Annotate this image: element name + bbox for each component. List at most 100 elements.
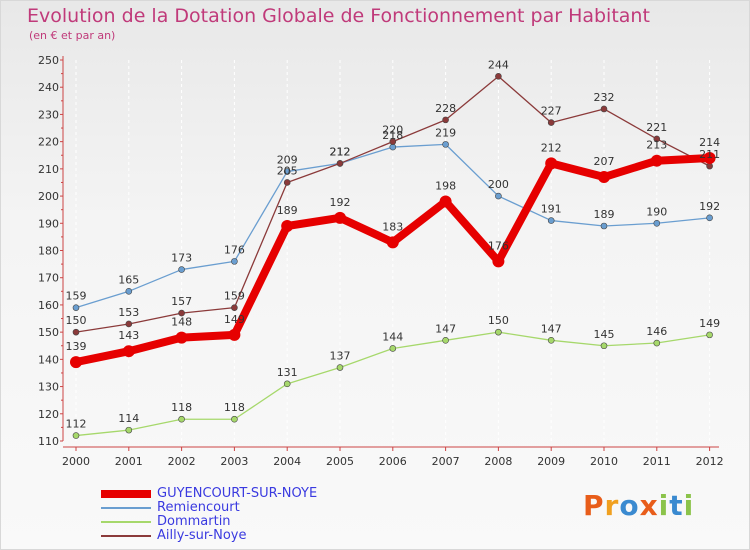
legend-swatch: [101, 535, 151, 537]
data-label: 145: [594, 328, 615, 341]
data-label: 147: [541, 322, 562, 335]
data-point: [389, 138, 397, 145]
x-tick-label: 2005: [326, 455, 354, 468]
data-label: 150: [488, 314, 509, 327]
data-point: [439, 195, 452, 208]
data-label: 189: [277, 204, 298, 217]
legend-swatch: [101, 507, 151, 509]
x-tick-label: 2003: [220, 455, 248, 468]
chart-subtitle: (en € et par an): [29, 29, 116, 42]
data-point: [72, 328, 80, 336]
data-point: [495, 73, 502, 80]
x-tick-label: 2009: [537, 455, 565, 468]
data-point: [495, 192, 502, 200]
legend-label: Remiencourt: [157, 500, 240, 515]
data-label: 149: [224, 313, 245, 326]
data-label: 139: [66, 340, 87, 353]
data-point: [72, 304, 80, 311]
data-label: 227: [541, 105, 562, 118]
data-label: 192: [699, 200, 720, 213]
y-tick-label: 110: [38, 435, 59, 448]
data-point: [125, 288, 133, 295]
y-tick-label: 140: [38, 353, 59, 366]
data-label: 118: [224, 401, 245, 414]
data-point: [706, 214, 713, 222]
x-tick-label: 2002: [168, 455, 196, 468]
data-point: [600, 105, 608, 113]
data-point: [336, 364, 344, 371]
y-tick-label: 230: [38, 108, 59, 121]
data-point: [600, 342, 608, 350]
data-point: [283, 168, 291, 175]
legend: GUYENCOURT-SUR-NOYE Remiencourt Dommartin A…: [101, 487, 317, 543]
data-point: [125, 426, 133, 434]
x-tick-label: 2004: [273, 455, 301, 468]
data-point: [70, 356, 82, 369]
x-tick-label: 2001: [115, 455, 143, 468]
data-point: [334, 211, 346, 224]
data-point: [175, 331, 188, 344]
x-tick-label: 2012: [696, 455, 724, 468]
logo-letter: o: [619, 489, 640, 522]
data-point: [706, 162, 713, 170]
data-point: [547, 337, 555, 344]
grid: [75, 60, 711, 441]
x-tick-label: 2008: [484, 455, 512, 468]
legend-label: GUYENCOURT-SUR-NOYE: [157, 486, 318, 501]
data-point: [231, 304, 238, 311]
data-label: 176: [224, 243, 245, 256]
legend-swatch: [101, 490, 151, 498]
data-label: 192: [330, 196, 351, 209]
data-point: [653, 219, 661, 227]
data-point: [706, 331, 713, 339]
data-label: 244: [488, 58, 509, 71]
logo-text: Proxiti: [583, 489, 694, 522]
data-point: [231, 415, 238, 423]
y-tick-label: 150: [38, 326, 59, 339]
data-label: 218: [382, 129, 403, 142]
data-point: [389, 345, 397, 352]
data-point: [547, 217, 555, 224]
data-point: [495, 328, 502, 336]
data-label: 207: [594, 155, 615, 168]
data-point: [281, 220, 294, 233]
legend-item: GUYENCOURT-SUR-NOYE: [101, 487, 317, 501]
data-point: [545, 157, 558, 170]
data-label: 212: [330, 145, 351, 158]
data-label: 153: [118, 306, 139, 319]
y-tick-label: 160: [38, 299, 59, 312]
data-label: 118: [171, 401, 192, 414]
data-point: [492, 255, 505, 268]
x-tick-label: 2007: [432, 455, 460, 468]
data-label: 214: [699, 136, 720, 149]
data-label: 183: [382, 220, 403, 233]
data-point: [72, 432, 80, 439]
data-point: [228, 328, 241, 341]
legend-item: Remiencourt: [101, 501, 317, 515]
data-label: 159: [224, 290, 245, 303]
data-label: 200: [488, 178, 509, 191]
data-label: 112: [66, 418, 87, 431]
data-label: 148: [171, 316, 192, 329]
data-label: 159: [66, 290, 87, 303]
logo-letter: t: [669, 489, 684, 522]
data-point: [178, 266, 185, 273]
x-tick-label: 2006: [379, 455, 407, 468]
data-label: 191: [541, 203, 562, 216]
legend-label: Ailly-sur-Noye: [157, 528, 247, 543]
y-tick-label: 170: [38, 272, 59, 285]
data-label: 157: [171, 295, 192, 308]
data-labels: 159 165 173 176 209 212 218 219 200 191 189 190 192 1…: [66, 58, 721, 430]
data-label: 213: [646, 139, 667, 152]
data-label: 219: [435, 126, 456, 139]
data-label: 190: [646, 205, 667, 218]
x-tick-label: 2011: [643, 455, 671, 468]
data-label: 176: [488, 239, 509, 252]
data-label: 209: [277, 154, 298, 167]
data-label: 220: [382, 124, 403, 137]
data-point: [442, 337, 449, 344]
axes: 110 120 130 140 150 160 170 180 190 200 210 220 230 2…: [38, 54, 724, 468]
data-label: 211: [699, 148, 720, 161]
data-point: [178, 415, 185, 423]
